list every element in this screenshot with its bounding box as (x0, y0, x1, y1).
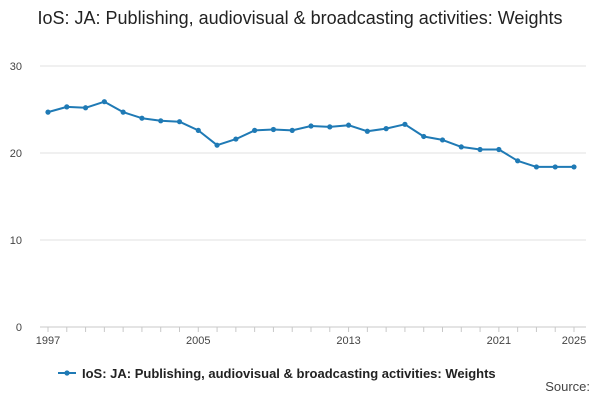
data-point[interactable] (345, 122, 352, 128)
data-point[interactable] (45, 109, 51, 115)
data-point[interactable] (458, 144, 464, 150)
series-layer (45, 99, 577, 170)
data-point[interactable] (327, 124, 333, 130)
y-tick-label: 0 (16, 322, 22, 334)
data-point[interactable] (364, 128, 370, 134)
data-point[interactable] (421, 133, 427, 140)
data-point[interactable] (176, 119, 183, 125)
gridlines (40, 65, 586, 328)
data-point[interactable] (571, 164, 577, 170)
data-point[interactable] (496, 146, 502, 153)
y-tick-label: 30 (10, 61, 22, 73)
data-point[interactable] (158, 118, 164, 124)
data-point[interactable] (533, 164, 540, 170)
data-point[interactable] (552, 164, 558, 170)
data-point[interactable] (101, 99, 107, 105)
series-line (47, 100, 574, 168)
data-point[interactable] (439, 137, 446, 143)
data-point[interactable] (383, 126, 389, 132)
data-point[interactable] (82, 105, 89, 111)
data-point[interactable] (214, 142, 220, 148)
data-point[interactable] (270, 126, 277, 133)
data-point[interactable] (64, 104, 70, 110)
axes: 0 10 20 30 1997 2005 2013 2021 2025 (10, 61, 586, 347)
data-point[interactable] (515, 158, 521, 164)
source-label: Source: (545, 379, 590, 394)
y-tick-label: 10 (10, 235, 22, 247)
data-point[interactable] (139, 115, 145, 121)
data-point[interactable] (233, 136, 239, 142)
legend-marker (64, 370, 70, 376)
data-point[interactable] (402, 121, 408, 127)
data-point[interactable] (195, 127, 201, 133)
data-point[interactable] (289, 127, 295, 133)
legend-label: IoS: JA: Publishing, audiovisual & broad… (82, 366, 496, 381)
x-tick-label: 2005 (186, 335, 210, 347)
data-point[interactable] (120, 109, 126, 115)
x-tick-label: 1997 (36, 335, 60, 347)
data-point[interactable] (252, 127, 258, 133)
y-tick-label: 20 (10, 148, 22, 160)
legend: IoS: JA: Publishing, audiovisual & broad… (58, 366, 496, 381)
data-point[interactable] (308, 123, 314, 129)
x-tick-label: 2013 (336, 335, 360, 347)
x-tick-label: 2021 (487, 335, 511, 347)
chart-title: IoS: JA: Publishing, audiovisual & broad… (37, 8, 563, 28)
x-tick-label: 2025 (562, 335, 586, 347)
data-point[interactable] (477, 146, 483, 153)
